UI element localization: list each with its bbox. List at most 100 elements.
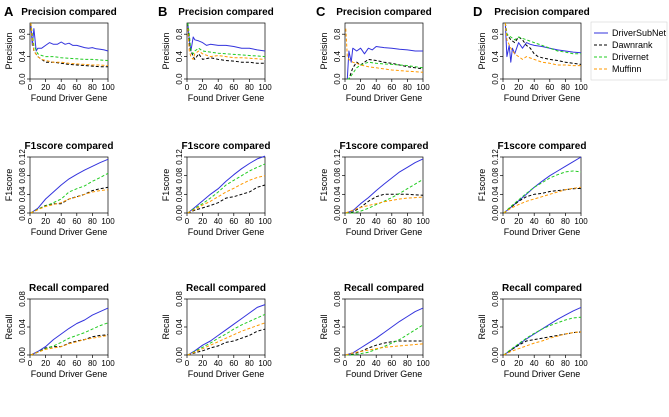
series-line-drivernet xyxy=(503,170,582,214)
x-axis-label: Found Driver Gene xyxy=(188,369,265,379)
y-tick-label: 0.0 xyxy=(175,73,184,85)
plot-frame xyxy=(344,298,424,356)
x-axis-label: Found Driver Gene xyxy=(188,93,265,103)
x-tick-label: 60 xyxy=(387,83,396,92)
x-axis-label: Found Driver Gene xyxy=(504,93,581,103)
series-line-dawnrank xyxy=(347,58,424,80)
series-line-dawnrank xyxy=(30,22,108,68)
series-line-drivernet xyxy=(187,313,266,356)
series-line-dawnrank xyxy=(503,331,582,356)
panel-letter-c: C xyxy=(316,4,326,19)
x-tick-label: 20 xyxy=(356,359,365,368)
series-line-muffinn xyxy=(30,189,109,214)
series-line-muffinn xyxy=(503,331,582,356)
chart-title: Recall compared xyxy=(502,283,582,294)
series-line-driversubnet xyxy=(30,22,109,52)
chart-d-recall: Recall compared 0 20 40 60 80 100 0.00 0.04 0.08 F… xyxy=(477,283,588,379)
x-tick-label: 100 xyxy=(416,359,430,368)
y-tick-label: 0.04 xyxy=(333,186,342,202)
x-tick-label: 40 xyxy=(214,217,223,226)
chart-title: Precision compared xyxy=(21,7,117,18)
x-tick-label: 0 xyxy=(501,83,506,92)
x-tick-label: 20 xyxy=(198,83,207,92)
series-line-dawnrank xyxy=(345,193,424,214)
series-line-driversubnet xyxy=(187,304,266,356)
x-tick-label: 20 xyxy=(514,217,523,226)
series-line-driversubnet xyxy=(345,307,424,356)
series-line-drivernet xyxy=(30,172,109,214)
x-tick-label: 80 xyxy=(245,359,254,368)
x-tick-label: 100 xyxy=(258,217,272,226)
x-tick-label: 60 xyxy=(229,359,238,368)
series-line-drivernet xyxy=(345,324,424,356)
x-tick-label: 20 xyxy=(198,217,207,226)
series-line-drivernet xyxy=(504,22,581,55)
series-line-driversubnet xyxy=(345,158,424,214)
series-line-muffinn xyxy=(30,22,109,67)
y-tick-label: 0.04 xyxy=(18,186,27,202)
x-tick-label: 40 xyxy=(530,359,539,368)
x-tick-label: 80 xyxy=(88,217,97,226)
chart-c-precision: Precision compared 0 20 40 60 80 100 0.0 0.4 0.8 F… xyxy=(319,7,432,103)
x-tick-label: 60 xyxy=(72,83,81,92)
series-line-driversubnet xyxy=(346,46,423,80)
y-axis-label: Recall xyxy=(4,314,14,339)
x-tick-label: 40 xyxy=(530,83,539,92)
series-line-driversubnet xyxy=(30,158,109,214)
x-tick-label: 40 xyxy=(372,83,381,92)
chart-title: Precision compared xyxy=(336,7,432,18)
x-tick-label: 80 xyxy=(88,359,97,368)
x-tick-label: 100 xyxy=(258,83,272,92)
chart-d-precision: Precision compared 0 20 40 60 80 100 0.0 0.4 0.8 F… xyxy=(477,7,590,103)
chart-title: Precision compared xyxy=(494,7,590,18)
x-axis-label: Found Driver Gene xyxy=(504,227,581,237)
y-tick-label: 0.04 xyxy=(175,319,184,335)
x-tick-label: 40 xyxy=(57,359,66,368)
plot-frame xyxy=(502,156,582,214)
y-axis-label: Recall xyxy=(477,314,487,339)
y-axis-label: Precision xyxy=(4,32,14,69)
series-line-dawnrank xyxy=(187,184,266,214)
x-tick-label: 40 xyxy=(57,83,66,92)
legend-item-dawnrank: Dawnrank xyxy=(594,40,653,50)
chart-c-f1: F1score compared 0 20 40 60 80 100 0.00 0.04 0.08… xyxy=(319,141,430,237)
y-tick-label: 0.8 xyxy=(333,28,342,40)
chart-a-f1: F1score compared 0 20 40 60 80 100 0.00 0.04 0.08… xyxy=(4,141,115,237)
series-line-driversubnet xyxy=(187,22,266,52)
series-line-driversubnet xyxy=(187,155,266,214)
series-line-muffinn xyxy=(187,322,266,356)
y-tick-label: 0.12 xyxy=(491,149,500,165)
series-line-muffinn xyxy=(187,28,266,60)
series-line-drivernet xyxy=(503,316,582,356)
y-axis-label: Precision xyxy=(319,32,329,69)
chart-c-recall: Recall compared 0 20 40 60 80 100 0.00 0.04 0.08 F… xyxy=(319,283,430,379)
x-tick-label: 20 xyxy=(41,83,50,92)
panel-letter-b: B xyxy=(158,4,167,19)
legend-label-drivernet: Drivernet xyxy=(612,52,649,62)
x-tick-label: 80 xyxy=(403,359,412,368)
panel-letters: A B C D xyxy=(4,4,482,19)
y-tick-label: 0.08 xyxy=(18,291,27,307)
series-line-driversubnet xyxy=(30,307,109,356)
y-tick-label: 0.08 xyxy=(491,167,500,183)
y-tick-label: 0.00 xyxy=(175,205,184,221)
x-tick-label: 20 xyxy=(356,217,365,226)
series-line-muffinn xyxy=(503,186,582,214)
legend-label-muffinn: Muffinn xyxy=(612,64,641,74)
chart-title: Precision compared xyxy=(178,7,274,18)
plot-frame xyxy=(344,156,424,214)
legend-item-driversubnet: DriverSubNet xyxy=(594,28,667,38)
legend-label-driversubnet: DriverSubNet xyxy=(612,28,667,38)
y-tick-label: 0.08 xyxy=(18,167,27,183)
x-tick-label: 20 xyxy=(41,217,50,226)
x-tick-label: 80 xyxy=(561,217,570,226)
chart-title: F1score compared xyxy=(25,141,114,152)
x-tick-label: 40 xyxy=(214,83,223,92)
x-tick-label: 100 xyxy=(416,217,430,226)
chart-title: F1score compared xyxy=(182,141,271,152)
chart-title: Recall compared xyxy=(344,283,424,294)
series-line-dawnrank xyxy=(30,334,109,356)
series-line-drivernet xyxy=(187,163,266,214)
series-line-dawnrank xyxy=(30,186,109,214)
